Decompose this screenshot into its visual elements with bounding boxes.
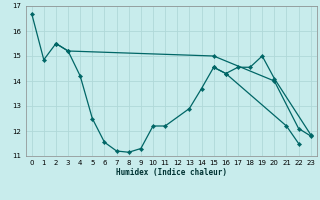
X-axis label: Humidex (Indice chaleur): Humidex (Indice chaleur) <box>116 168 227 177</box>
